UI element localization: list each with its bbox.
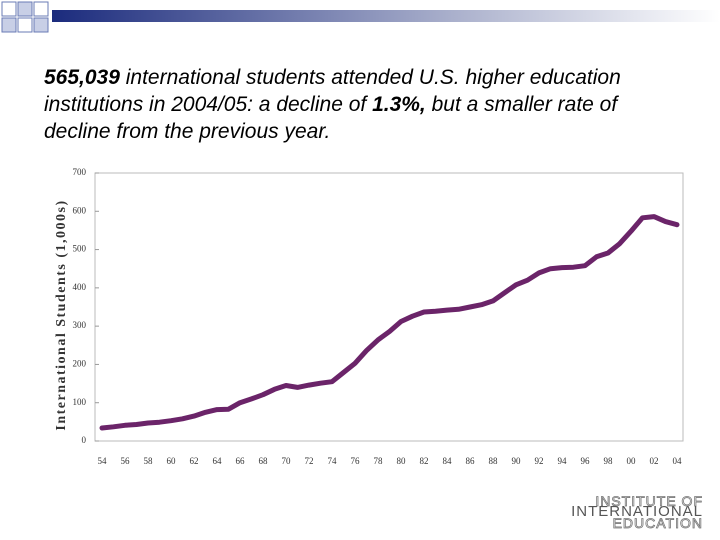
plot-frame: [94, 172, 684, 442]
x-tick-label: 88: [489, 456, 499, 466]
x-tick-label: 68: [259, 456, 269, 466]
x-tick-label: 80: [397, 456, 407, 466]
x-tick-label: 74: [328, 456, 338, 466]
x-tick-label: 60: [167, 456, 177, 466]
y-axis-label: International Students (1,000s): [54, 199, 69, 430]
decoration: [1, 1, 720, 33]
x-tick-label: 98: [604, 456, 614, 466]
headline-text: 565,039: [44, 66, 120, 89]
x-tick-label: 54: [98, 456, 108, 466]
x-tick-label: 66: [236, 456, 246, 466]
x-tick-label: 96: [581, 456, 591, 466]
y-tick-label: 0: [82, 435, 87, 445]
x-tick-label: 72: [305, 456, 314, 466]
x-tick-label: 76: [351, 456, 361, 466]
headline-text: 1.3%,: [372, 93, 426, 116]
x-tick-label: 82: [420, 456, 429, 466]
x-tick-label: 86: [466, 456, 476, 466]
y-tick-label: 600: [73, 205, 87, 215]
x-tick-label: 70: [282, 456, 292, 466]
x-tick-label: 58: [144, 456, 154, 466]
x-tick-label: 00: [627, 456, 637, 466]
x-tick-label: 78: [374, 456, 384, 466]
x-tick-label: 84: [443, 456, 453, 466]
y-tick-label: 100: [73, 397, 87, 407]
headline-text: international students attended U.S. hig…: [44, 66, 621, 116]
logo-line: EDUCATION: [613, 515, 703, 531]
logo-line: INTERNATIONAL: [571, 503, 703, 520]
x-tick-label: 56: [121, 456, 131, 466]
y-tick-label: 300: [73, 320, 87, 330]
y-tick-label: 700: [73, 167, 87, 177]
x-tick-label: 94: [558, 456, 568, 466]
x-tick-label: 62: [190, 456, 199, 466]
x-tick-label: 64: [213, 456, 223, 466]
data-line: [99, 214, 680, 431]
y-tick-label: 400: [73, 282, 87, 292]
headline: 565,039 international students attended …: [44, 64, 664, 145]
x-tick-label: 04: [673, 456, 683, 466]
logo-line: INSTITUTE OF: [595, 493, 703, 509]
y-tick-label: 500: [73, 244, 87, 254]
y-tick-label: 200: [73, 358, 87, 368]
x-tick-label: 90: [512, 456, 522, 466]
x-tick-label: 92: [535, 456, 544, 466]
x-tick-label: 02: [650, 456, 659, 466]
headline-text: but a smaller rate of decline from the p…: [44, 93, 618, 143]
